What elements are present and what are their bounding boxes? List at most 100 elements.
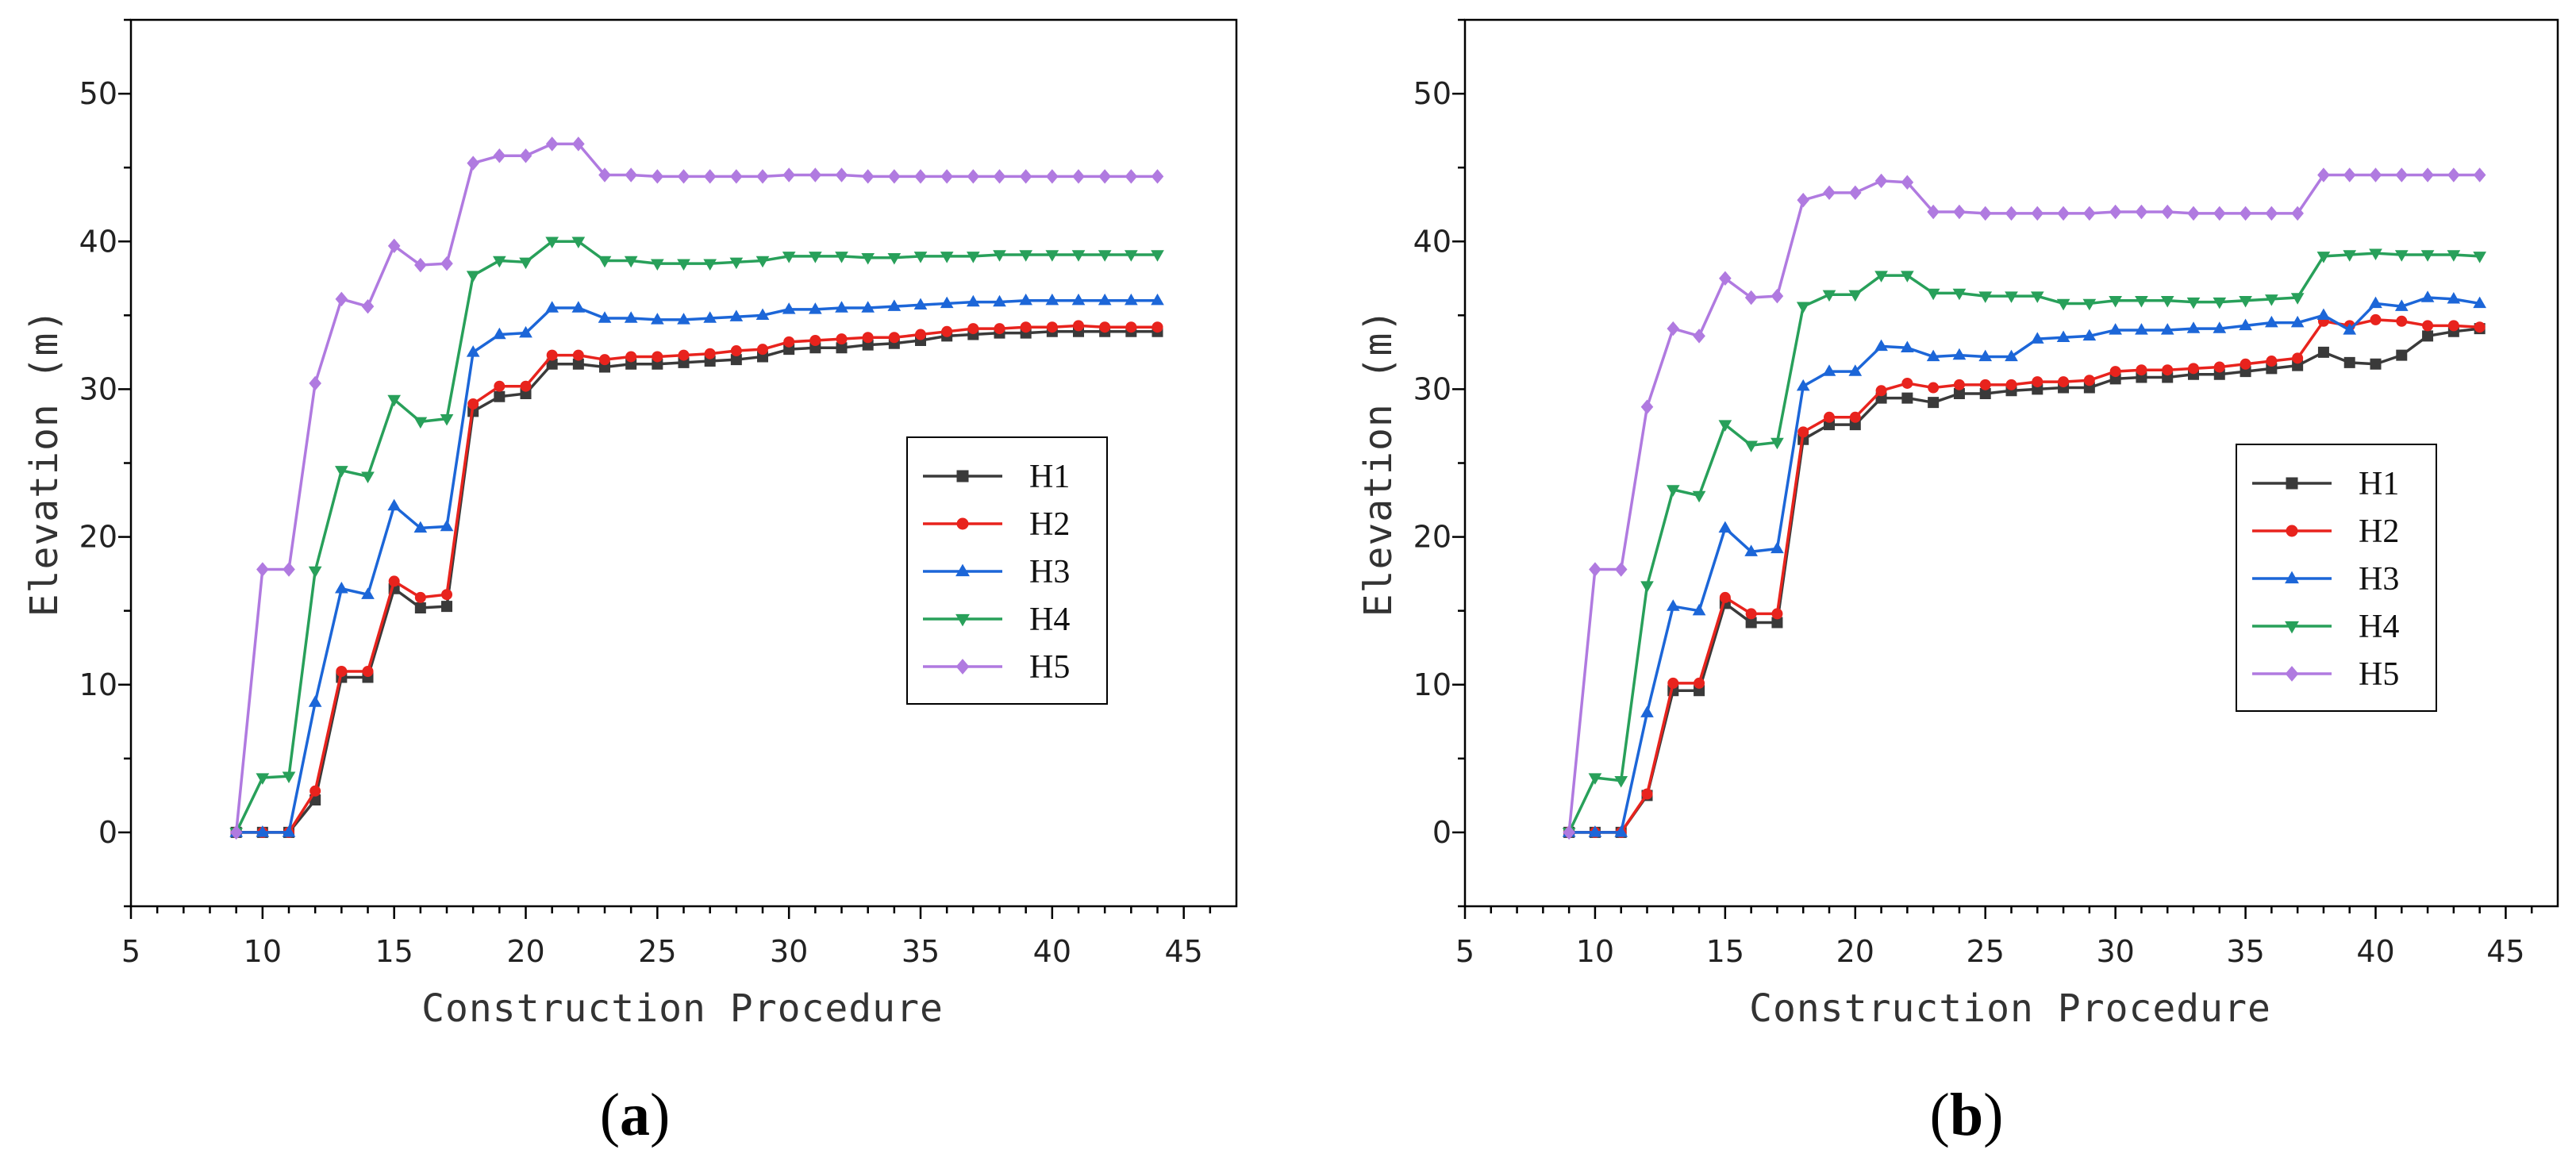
data-point-h4 xyxy=(2369,248,2382,260)
data-point-h2 xyxy=(520,380,532,392)
data-point-h4 xyxy=(2290,293,2305,305)
legend-entry-h4 xyxy=(2252,621,2332,634)
y-tick-label: 40 xyxy=(1413,224,1451,259)
data-point-h5 xyxy=(809,167,822,183)
data-point-h2 xyxy=(1719,591,1731,603)
data-point-h3 xyxy=(2160,323,2174,335)
x-tick-label: 45 xyxy=(2486,934,2524,969)
data-point-h5 xyxy=(467,156,479,171)
y-ticks-b xyxy=(1452,18,1465,908)
x-tick-label: 20 xyxy=(1836,934,1874,969)
legend-label-h3: H3 xyxy=(1029,554,1070,590)
legend-a: H1 H2 H3 H4 H5 xyxy=(906,436,1108,705)
data-point-h4 xyxy=(887,253,902,265)
data-point-h3 xyxy=(993,294,1006,307)
data-point-h3 xyxy=(413,521,428,533)
data-point-h2 xyxy=(1953,379,1965,390)
y-tick-label: 30 xyxy=(1413,371,1451,406)
data-point-h4 xyxy=(2056,298,2070,311)
data-point-h5 xyxy=(2473,167,2486,183)
data-point-h3 xyxy=(466,345,480,357)
x-tick-label: 10 xyxy=(244,934,282,969)
data-point-h3 xyxy=(361,587,375,599)
x-tick-label: 25 xyxy=(1967,934,2005,969)
chart-a: 5 10 15 20 25 30 35 40 45 0 10 20 30 40 … xyxy=(22,18,1238,1148)
series-group-b xyxy=(1562,167,2486,840)
data-point-h3 xyxy=(2343,323,2357,335)
data-point-h5 xyxy=(1848,185,1862,201)
data-point-h4 xyxy=(2265,294,2278,306)
legend-entry-h1 xyxy=(923,470,1002,482)
legend-entry-h1 xyxy=(2252,477,2332,490)
data-point-h4 xyxy=(729,257,744,270)
data-point-h2 xyxy=(1824,411,1836,423)
data-point-h5 xyxy=(1614,562,1628,577)
data-point-h4 xyxy=(1744,440,1758,452)
legend-label-h1: H1 xyxy=(2359,466,2399,502)
data-point-h5 xyxy=(2395,167,2409,183)
panel-label-b: (b) xyxy=(1930,1082,2004,1148)
data-point-h5 xyxy=(440,256,453,271)
x-axis-title-a: Construction Procedure xyxy=(421,986,944,1031)
data-point-h3 xyxy=(1771,541,1784,554)
data-point-h2 xyxy=(1875,385,1887,397)
data-point-h4 xyxy=(624,256,638,268)
legend-label-h1: H1 xyxy=(1029,459,1070,495)
data-point-h5 xyxy=(309,375,321,391)
data-point-h1 xyxy=(414,602,426,613)
x-tick-label: 35 xyxy=(2226,934,2264,969)
data-point-h4 xyxy=(1640,581,1654,593)
legend-label-h2: H2 xyxy=(2359,513,2399,550)
data-point-h2 xyxy=(388,575,400,587)
data-point-h4 xyxy=(1771,437,1784,450)
data-point-h4 xyxy=(282,771,296,783)
data-point-h3 xyxy=(2082,329,2097,341)
data-point-h5 xyxy=(835,167,848,183)
data-point-h4 xyxy=(782,252,796,263)
data-point-h1 xyxy=(494,390,506,402)
panel-label-close-b: ) xyxy=(1983,1082,2003,1148)
data-point-h4 xyxy=(993,250,1006,262)
data-point-h4 xyxy=(361,471,375,484)
data-point-h5 xyxy=(888,169,901,184)
data-point-h4 xyxy=(1692,490,1706,503)
data-point-h2 xyxy=(2396,315,2408,327)
data-point-h5 xyxy=(1823,185,1836,201)
data-point-h2 xyxy=(1849,411,1861,423)
data-point-h2 xyxy=(441,589,453,601)
data-point-h3 xyxy=(940,296,954,309)
data-point-h3 xyxy=(861,301,875,313)
series-line-h4 xyxy=(1567,252,2480,833)
data-point-h3 xyxy=(545,301,559,313)
data-point-h2 xyxy=(1928,382,1940,394)
data-point-h5 xyxy=(782,167,795,183)
data-point-h5 xyxy=(2005,206,2018,221)
data-point-h3 xyxy=(1151,293,1164,306)
data-point-h3 xyxy=(624,311,638,323)
x-tick-label: 5 xyxy=(121,934,140,969)
data-point-h4 xyxy=(1098,250,1112,262)
data-point-h4 xyxy=(2005,291,2018,303)
data-point-h5 xyxy=(1693,329,1705,344)
data-point-h4 xyxy=(519,257,533,270)
series-group-a xyxy=(229,136,1164,840)
data-point-h4 xyxy=(861,253,875,265)
data-point-h2 xyxy=(836,333,848,345)
data-point-h5 xyxy=(361,298,375,314)
legend-b: H1 H2 H3 H4 H5 xyxy=(2236,444,2437,712)
panel-label-open-a: ( xyxy=(600,1082,620,1148)
data-point-h4 xyxy=(703,259,717,271)
data-point-h2 xyxy=(941,325,953,337)
data-point-h1 xyxy=(2370,358,2382,370)
data-point-h4 xyxy=(1952,288,1967,301)
data-point-h3 xyxy=(835,301,848,313)
data-point-h5 xyxy=(2109,204,2122,220)
data-point-h3 xyxy=(2316,308,2331,321)
data-point-h2 xyxy=(2447,320,2459,332)
legend-entry-h4 xyxy=(923,613,1002,627)
data-point-h3 xyxy=(1588,825,1602,837)
data-point-h2 xyxy=(414,591,426,603)
data-point-h4 xyxy=(2186,297,2201,309)
data-point-h3 xyxy=(1045,293,1059,306)
legend-marker-h5 xyxy=(955,659,970,675)
